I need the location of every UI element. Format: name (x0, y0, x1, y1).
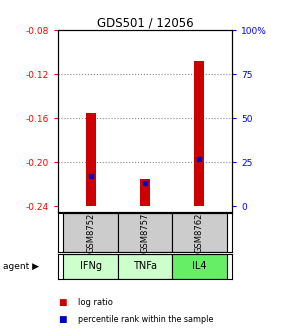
Bar (195, 61, 204, 206)
Bar (64, 254, 118, 279)
Bar (118, 213, 172, 252)
Text: GSM8752: GSM8752 (86, 213, 95, 253)
Bar (140, 179, 150, 206)
Text: log ratio: log ratio (78, 298, 113, 307)
Text: ■: ■ (58, 298, 66, 307)
Text: GSM8762: GSM8762 (195, 212, 204, 253)
Text: TNFa: TNFa (133, 261, 157, 271)
Text: agent ▶: agent ▶ (3, 262, 39, 271)
Text: IL4: IL4 (192, 261, 206, 271)
Text: GSM8757: GSM8757 (140, 212, 150, 253)
Text: IFNg: IFNg (80, 261, 101, 271)
Bar (172, 213, 226, 252)
Text: ■: ■ (58, 315, 66, 324)
Text: percentile rank within the sample: percentile rank within the sample (78, 315, 214, 324)
Bar (64, 213, 118, 252)
Bar (172, 254, 226, 279)
Bar (86, 113, 95, 206)
Bar (118, 254, 172, 279)
Title: GDS501 / 12056: GDS501 / 12056 (97, 16, 193, 29)
